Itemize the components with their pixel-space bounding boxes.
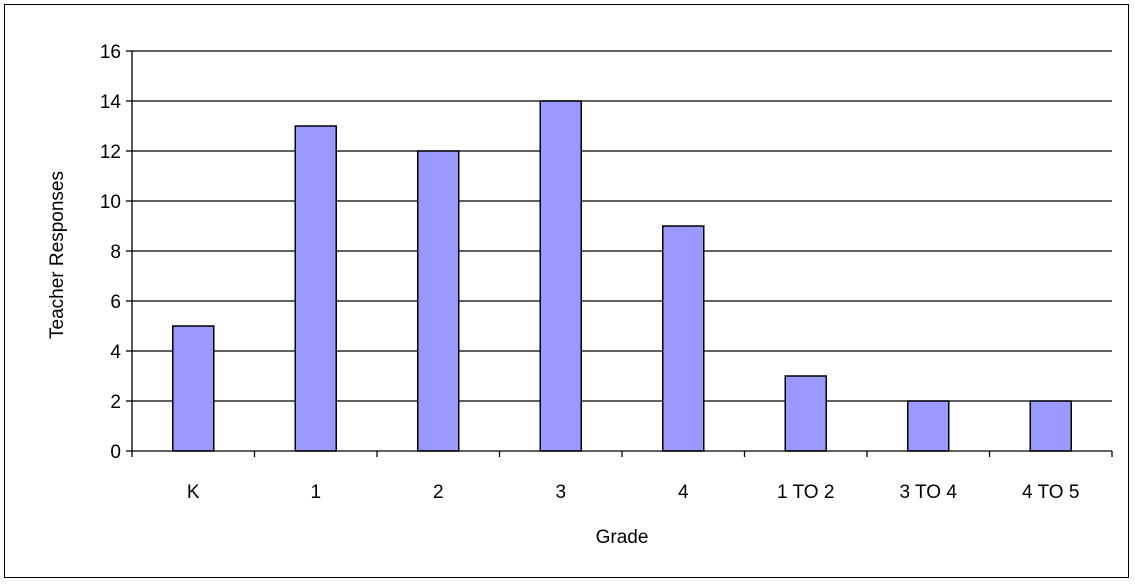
y-tick-label: 12 [100, 142, 121, 163]
x-tick-labels: K 1 2 3 4 1 TO 2 3 TO 4 4 TO 5 [187, 482, 1080, 503]
y-tick-label: 16 [100, 42, 121, 63]
y-tick-label: 8 [110, 242, 121, 263]
bar [294, 125, 337, 452]
bars [172, 100, 1072, 452]
y-tick-label: 14 [100, 92, 122, 113]
x-tick-label: K [187, 482, 200, 503]
gridlines [132, 50, 1112, 402]
x-tick-label: 3 TO 4 [900, 482, 958, 503]
y-tick-label: 0 [110, 442, 121, 463]
bar [662, 225, 705, 452]
x-tick-label: 1 TO 2 [777, 482, 834, 503]
bar [1029, 400, 1072, 452]
bar [417, 150, 460, 452]
x-tick-label: 1 [310, 482, 321, 503]
x-tick-label: 4 TO 5 [1022, 482, 1079, 503]
y-axis-title: Teacher Responses [47, 171, 68, 339]
bar [539, 100, 582, 452]
y-tick-label: 10 [100, 192, 121, 213]
bar [172, 325, 215, 452]
y-tick-label: 4 [110, 342, 121, 363]
bar [907, 400, 950, 452]
axes [126, 50, 1113, 457]
y-tick-label: 2 [110, 392, 121, 413]
y-tick-labels: 0 2 4 6 8 10 12 14 16 [100, 42, 122, 463]
x-tick-label: 4 [678, 482, 689, 503]
y-tick-label: 6 [110, 292, 121, 313]
x-axis-title: Grade [596, 527, 649, 548]
bar [784, 375, 827, 452]
x-tick-label: 3 [555, 482, 566, 503]
x-tick-label: 2 [433, 482, 444, 503]
